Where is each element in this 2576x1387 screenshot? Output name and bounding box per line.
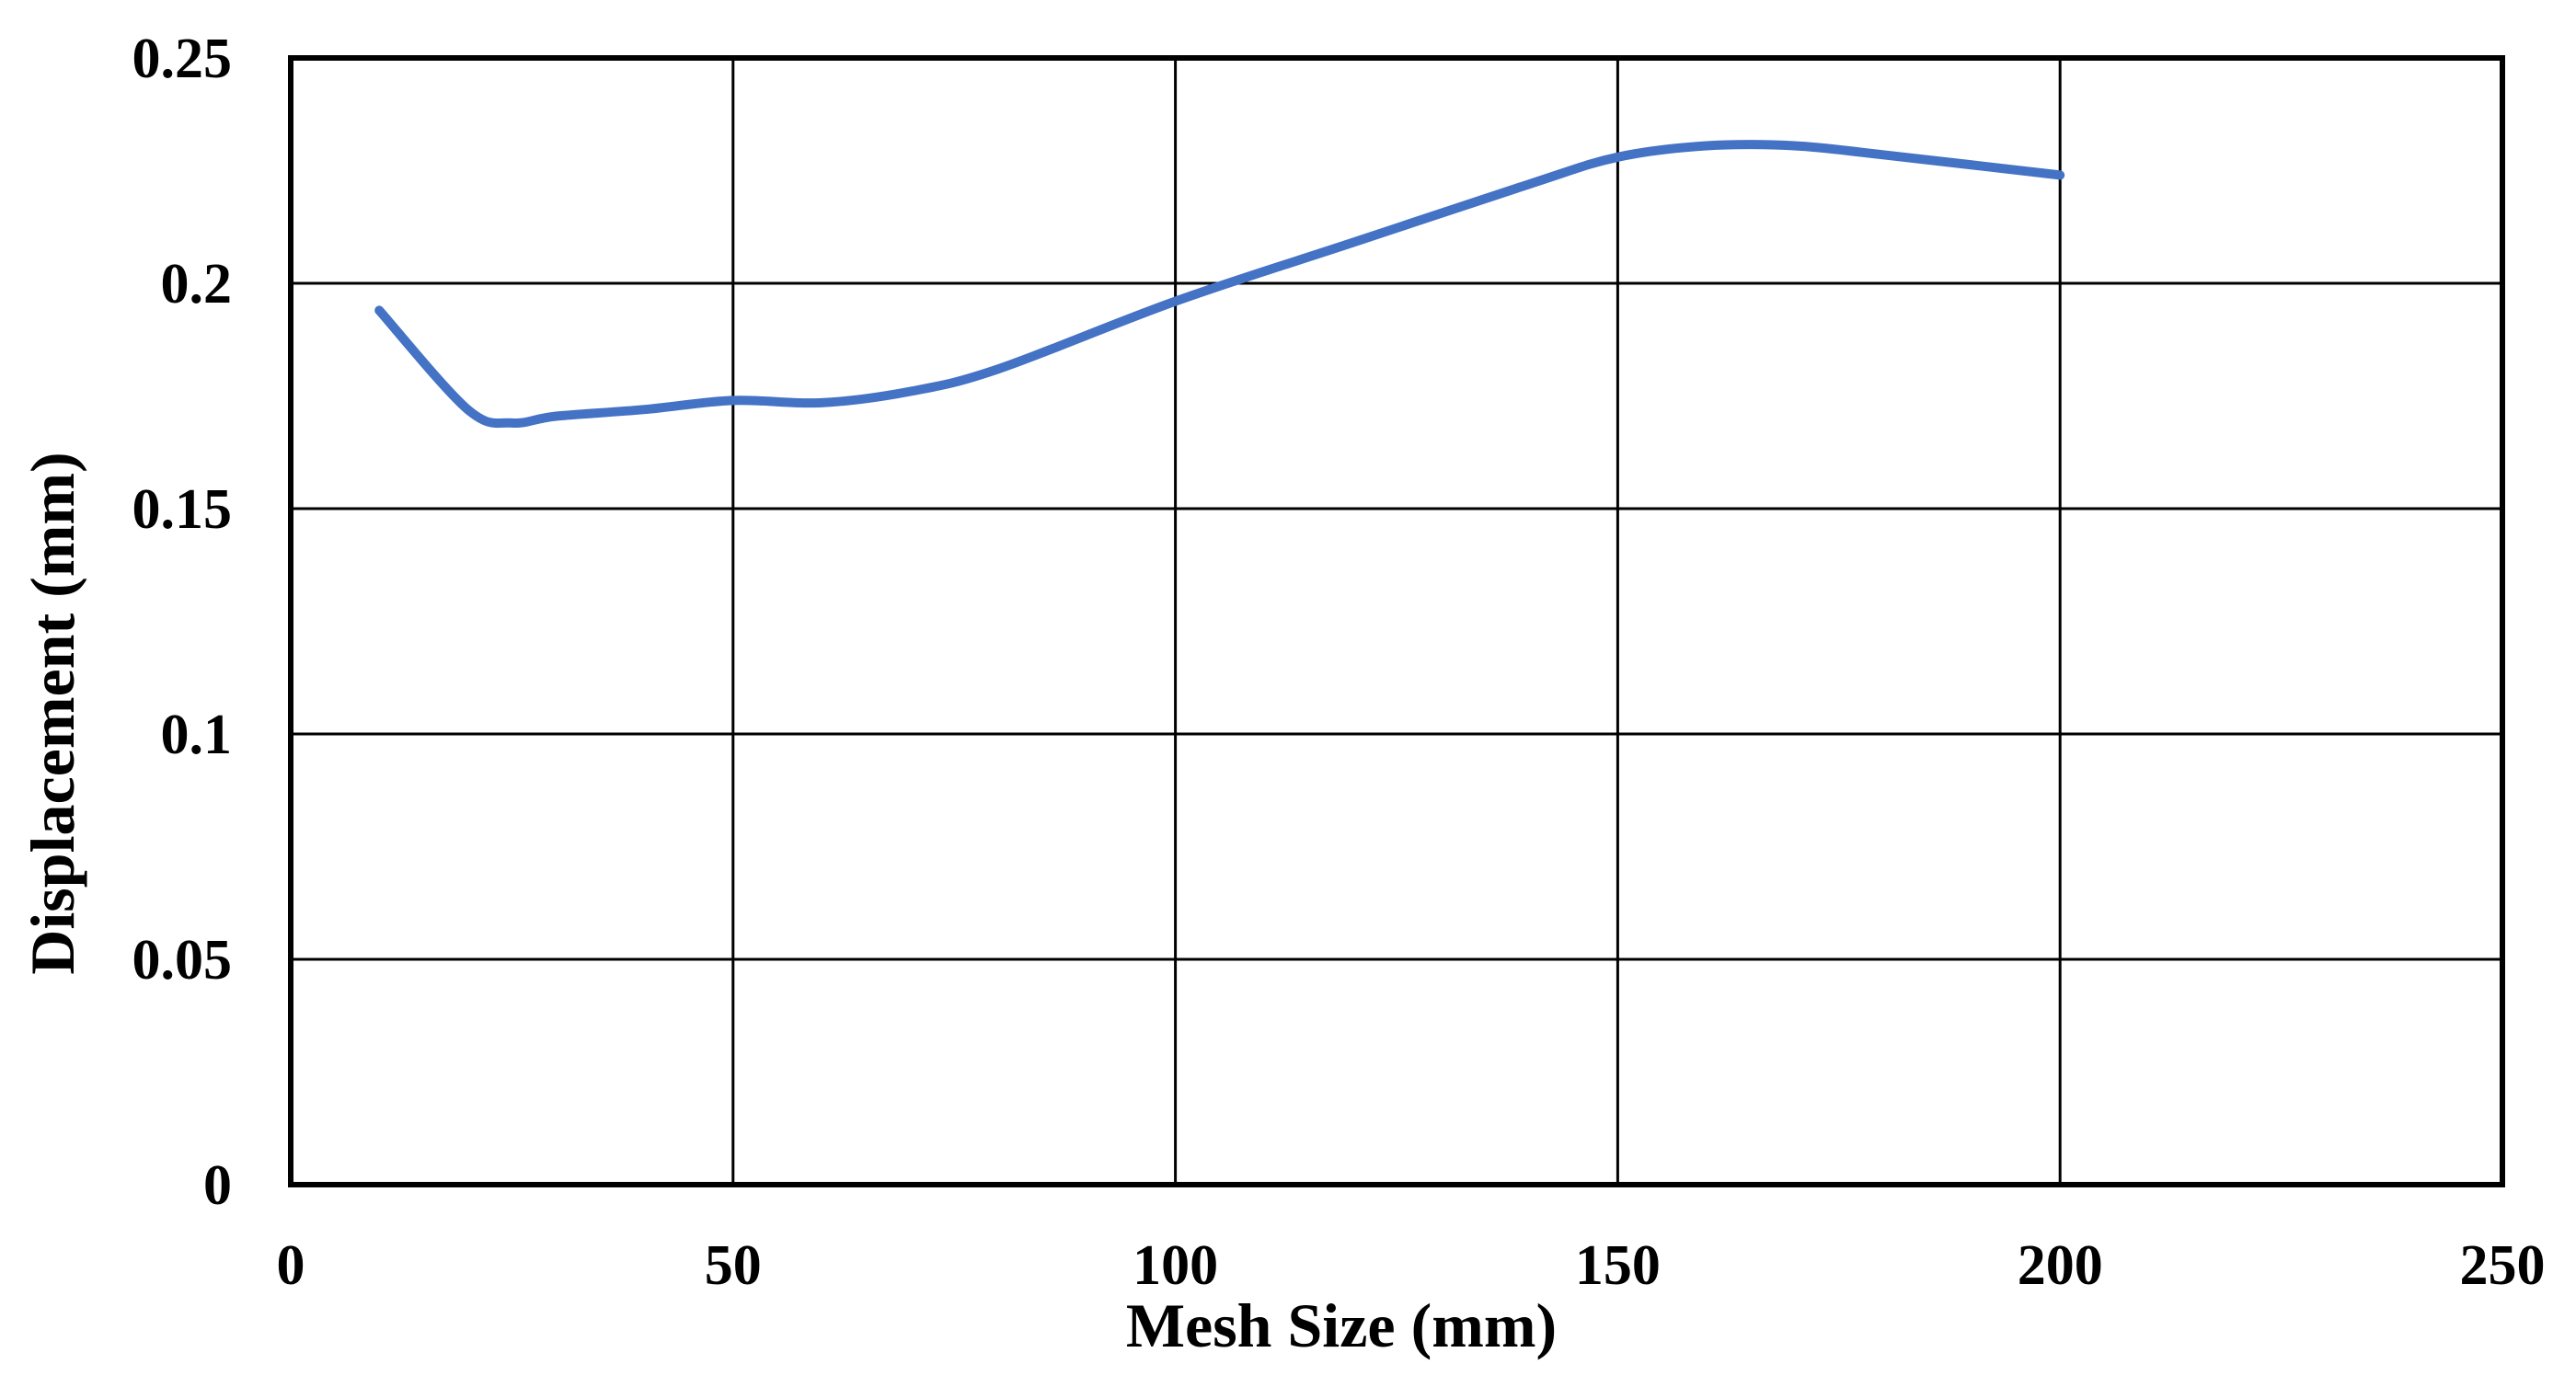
x-tick-label: 250 <box>2460 1234 2546 1297</box>
y-tick-label: 0.25 <box>132 28 233 90</box>
y-tick-label: 0.2 <box>161 253 233 315</box>
y-tick-label: 0.15 <box>132 478 233 541</box>
x-axis-tick-labels: 0 50 100 150 200 250 <box>277 1234 2546 1297</box>
series-line <box>374 140 2065 429</box>
series-layer <box>374 140 2065 429</box>
plot-area-frame <box>288 55 2505 1187</box>
x-tick-label: 150 <box>1575 1234 1661 1297</box>
y-axis-title: Displacement (mm) <box>17 452 87 974</box>
x-tick-label: 0 <box>277 1234 305 1297</box>
y-axis-tick-labels: 0 0.05 0.1 0.15 0.2 0.25 <box>132 28 233 1217</box>
x-tick-label: 50 <box>705 1234 762 1297</box>
y-tick-label: 0 <box>203 1154 232 1217</box>
x-tick-label: 200 <box>2018 1234 2103 1297</box>
x-axis-title: Mesh Size (mm) <box>1126 1290 1557 1360</box>
y-tick-label: 0.05 <box>132 929 233 992</box>
x-tick-label: 100 <box>1133 1234 1218 1297</box>
y-tick-label: 0.1 <box>161 704 233 766</box>
